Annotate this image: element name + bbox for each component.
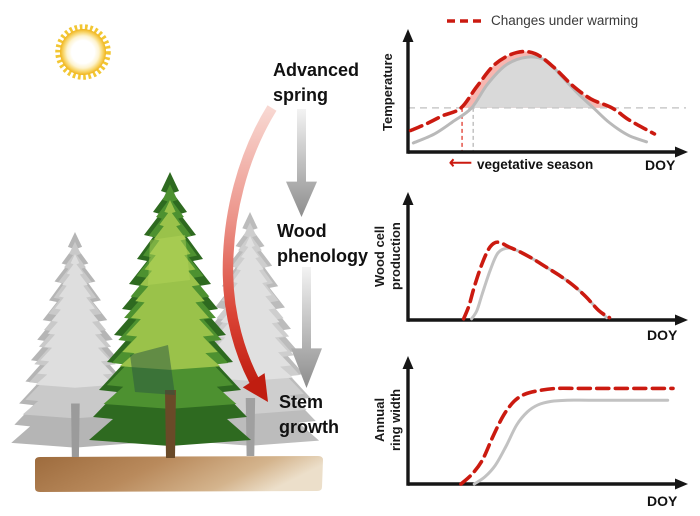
flow-step-wood-phenology: Wood phenology	[277, 221, 368, 266]
temperature-plot	[402, 29, 688, 158]
series-current	[472, 398, 670, 486]
series-current	[411, 55, 648, 145]
down-arrow-icon	[291, 267, 322, 388]
legend-label: Changes under warming	[491, 13, 639, 28]
series-current	[470, 246, 609, 321]
doy-label: DOY	[647, 327, 678, 343]
ground	[35, 456, 323, 492]
down-arrow-icon	[286, 109, 317, 217]
sun-icon	[55, 24, 111, 80]
vegetative-season-annotation: ⟵ vegetative season	[449, 156, 593, 172]
doy-label: DOY	[645, 157, 676, 173]
legend: Changes under warming	[446, 13, 638, 28]
left-arrow-icon: ⟵	[449, 155, 472, 172]
wood-cell-production-plot	[402, 192, 688, 326]
series-changes-under-warming	[459, 386, 675, 486]
vegetative-season-label: vegetative season	[476, 156, 594, 172]
annual-ring-width-plot	[402, 356, 688, 490]
series-changes-under-warming	[408, 49, 657, 136]
flow-step-advanced-spring: Advanced spring	[273, 60, 360, 105]
series-changes-under-warming	[461, 240, 612, 321]
legend-dash-icon	[447, 18, 481, 23]
green-tree-highlight	[148, 235, 190, 285]
forest-illustration	[11, 24, 323, 492]
temperature-axis-label: Temperature	[380, 53, 395, 131]
doy-label: DOY	[647, 493, 678, 509]
green-tree-shade	[130, 345, 175, 395]
flow-step-stem-growth: Stem growth	[279, 392, 339, 437]
current-area	[471, 56, 594, 108]
advanced-spring-to-stem-growth-arrow-icon	[222, 105, 277, 402]
